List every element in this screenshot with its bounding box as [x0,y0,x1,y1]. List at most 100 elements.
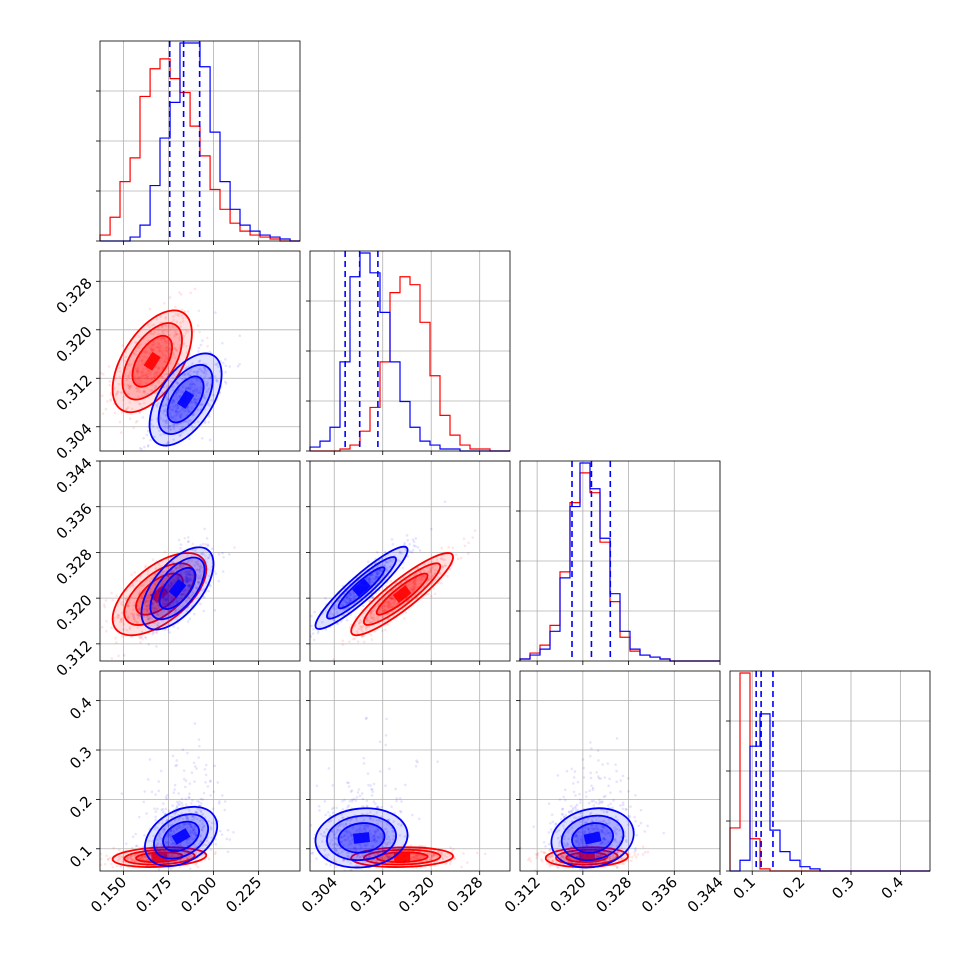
scatter-point [153,596,156,600]
scatter-point [352,592,355,596]
scatter-point [143,790,147,793]
scatter-point [178,824,182,828]
scatter-point [112,846,115,850]
scatter-point [389,596,393,599]
scatter-point [194,765,197,768]
scatter-point [165,602,169,605]
scatter-point [175,333,179,336]
scatter-point [169,836,173,839]
scatter-point [302,637,305,640]
scatter-point [370,794,374,797]
scatter-point [371,609,375,613]
scatter-point [163,589,166,592]
scatter-point [329,863,332,867]
scatter-point [415,853,418,857]
scatter-point [194,391,197,394]
scatter-point [352,637,355,641]
scatter-point [113,616,116,620]
scatter-point [133,571,136,574]
scatter-point [145,433,149,437]
scatter-point [151,348,154,351]
scatter-point [439,581,443,585]
scatter-point [109,398,113,401]
scatter-point [149,422,153,426]
scatter-point [119,865,123,869]
scatter-point [130,846,134,850]
scatter-point [398,551,401,554]
scatter-point [197,370,200,373]
scatter-point [365,617,368,621]
scatter-point [130,612,134,616]
scatter-point [332,607,336,611]
scatter-point [390,605,393,609]
scatter-point [423,576,427,579]
scatter-point [177,847,181,850]
scatter-point [180,812,184,815]
scatter-point [606,851,610,855]
scatter-point [384,743,388,747]
scatter-point [140,635,144,639]
scatter-point [348,799,352,803]
scatter-point [153,573,157,577]
scatter-point [143,566,147,569]
scatter-point [333,832,336,836]
scatter-point [354,799,358,802]
scatter-point [386,855,390,859]
scatter-point [303,814,306,817]
scatter-point [178,565,181,569]
scatter-point [347,599,351,602]
scatter-point [128,384,131,388]
scatter-point [368,578,371,582]
scatter-point [140,630,144,634]
scatter-point [137,616,140,620]
scatter-point [134,349,138,353]
scatter-point [375,572,379,576]
scatter-point [156,601,159,605]
blue-contour [326,556,397,620]
scatter-point [179,325,182,328]
scatter-point [145,812,148,815]
scatter-point [400,800,403,803]
scatter-point [181,564,185,568]
scatter-point [105,854,108,858]
scatter-point [148,613,152,616]
scatter-point [365,716,368,720]
scatter-point [182,563,186,567]
scatter-point [175,598,178,602]
scatter-point [417,578,421,581]
scatter-point [187,585,191,589]
scatter-point [361,805,364,808]
scatter-point [187,595,191,599]
scatter-point [358,855,362,859]
scatter-point [146,614,149,617]
scatter-point [143,350,146,354]
scatter-point [148,351,152,355]
scatter-point [216,380,219,383]
scatter-point [199,809,203,813]
scatter-point [172,425,176,429]
scatter-point [170,842,174,846]
blue-contour [162,820,200,853]
scatter-point [388,855,392,859]
scatter-point [208,350,212,354]
scatter-point [373,577,376,581]
scatter-point [197,580,201,584]
scatter-point [141,395,144,398]
scatter-point [169,414,173,418]
scatter-point [227,553,231,556]
scatter-point [136,370,139,374]
scatter-point [195,379,199,382]
scatter-point [191,362,194,365]
scatter-point [196,398,199,401]
scatter-point [165,442,169,445]
scatter-point [323,831,326,834]
scatter-point [166,585,169,589]
scatter-point [377,602,380,605]
scatter-point [128,370,132,374]
scatter-point [147,596,151,600]
scatter-point [161,571,164,574]
scatter-point [158,589,162,592]
scatter-point [156,367,160,371]
scatter-point [443,852,446,856]
